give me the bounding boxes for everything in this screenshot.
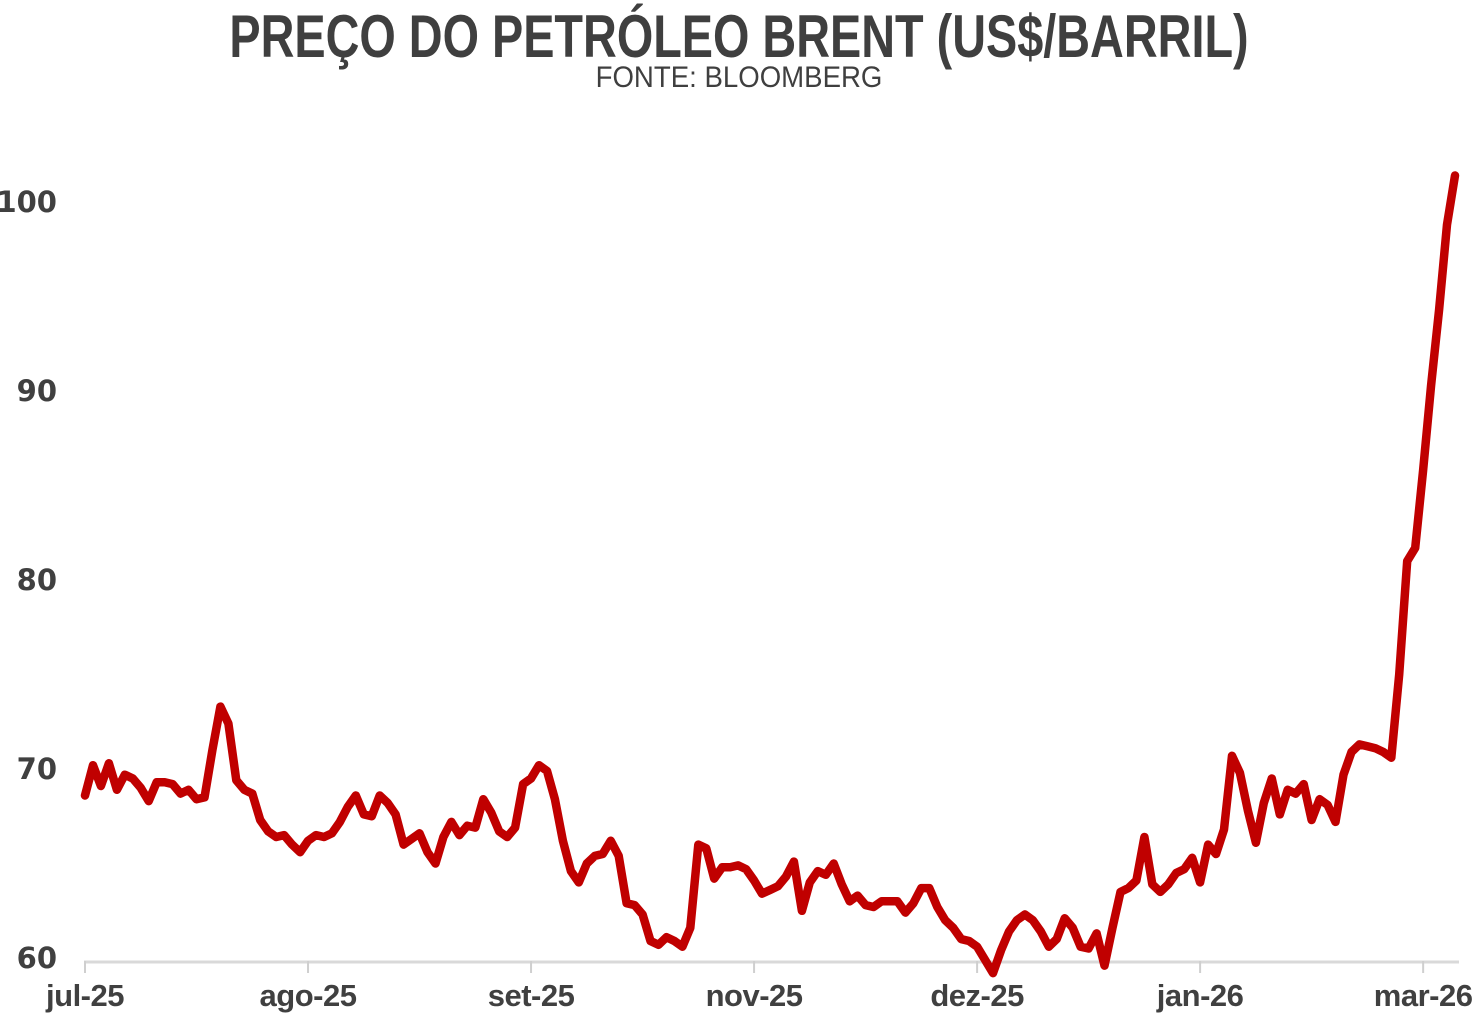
y-axis-label-60: 60 xyxy=(17,941,57,975)
x-axis-label-set-25: set-25 xyxy=(488,978,575,1013)
x-axis-label-jul-25: jul-25 xyxy=(45,978,124,1013)
y-axis-label-90: 90 xyxy=(17,374,57,408)
y-axis-label-80: 80 xyxy=(17,563,57,597)
x-axis-label-dez-25: dez-25 xyxy=(930,978,1024,1013)
y-axis-label-100: 100 xyxy=(0,185,57,219)
x-axis-label-jan-26: jan-26 xyxy=(1156,978,1244,1013)
y-axis-label-70: 70 xyxy=(17,752,57,786)
chart-title: PREÇO DO PETRÓLEO BRENT (US$/BARRIL) xyxy=(229,3,1249,70)
x-axis-label-ago-25: ago-25 xyxy=(260,978,357,1013)
x-axis-label-nov-25: nov-25 xyxy=(706,978,803,1013)
chart-subtitle: FONTE: BLOOMBERG xyxy=(595,61,883,94)
x-axis-label-mar-26: mar-26 xyxy=(1374,978,1473,1013)
price-line xyxy=(80,171,1460,978)
